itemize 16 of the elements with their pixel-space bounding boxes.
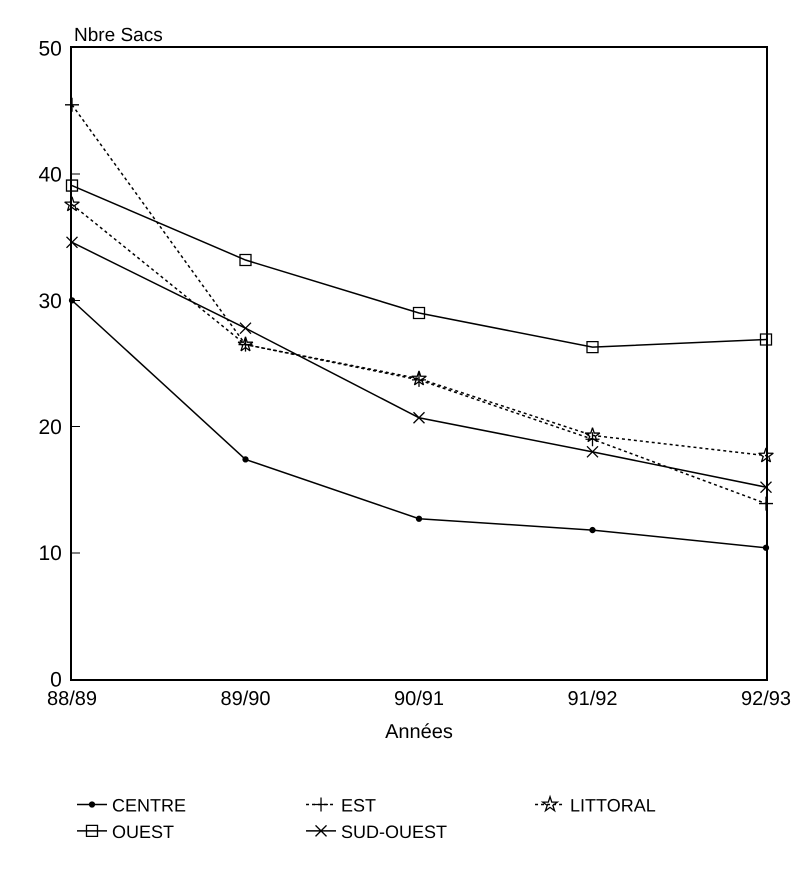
x-tick-label: 92/93 [740, 688, 792, 710]
legend-label: LITTORAL [570, 795, 656, 816]
y-tick-label: 20 [38, 416, 62, 439]
x-axis-title: Années [385, 721, 453, 743]
x-tick-label: 91/92 [567, 688, 618, 710]
y-tick-label: 40 [38, 164, 62, 187]
legend-label: CENTRE [112, 795, 186, 816]
y-tick-label: 30 [38, 290, 62, 313]
legend-label: EST [341, 795, 376, 816]
x-tick-label: 89/90 [220, 688, 271, 710]
legend-label: OUEST [112, 822, 174, 842]
legend-label: SUD-OUEST [341, 822, 448, 842]
y-tick-label: 10 [38, 542, 62, 566]
y-axis-title: Nbre Sacs [74, 25, 163, 46]
x-tick-label: 90/91 [394, 688, 444, 710]
y-tick-label: 50 [38, 37, 62, 60]
